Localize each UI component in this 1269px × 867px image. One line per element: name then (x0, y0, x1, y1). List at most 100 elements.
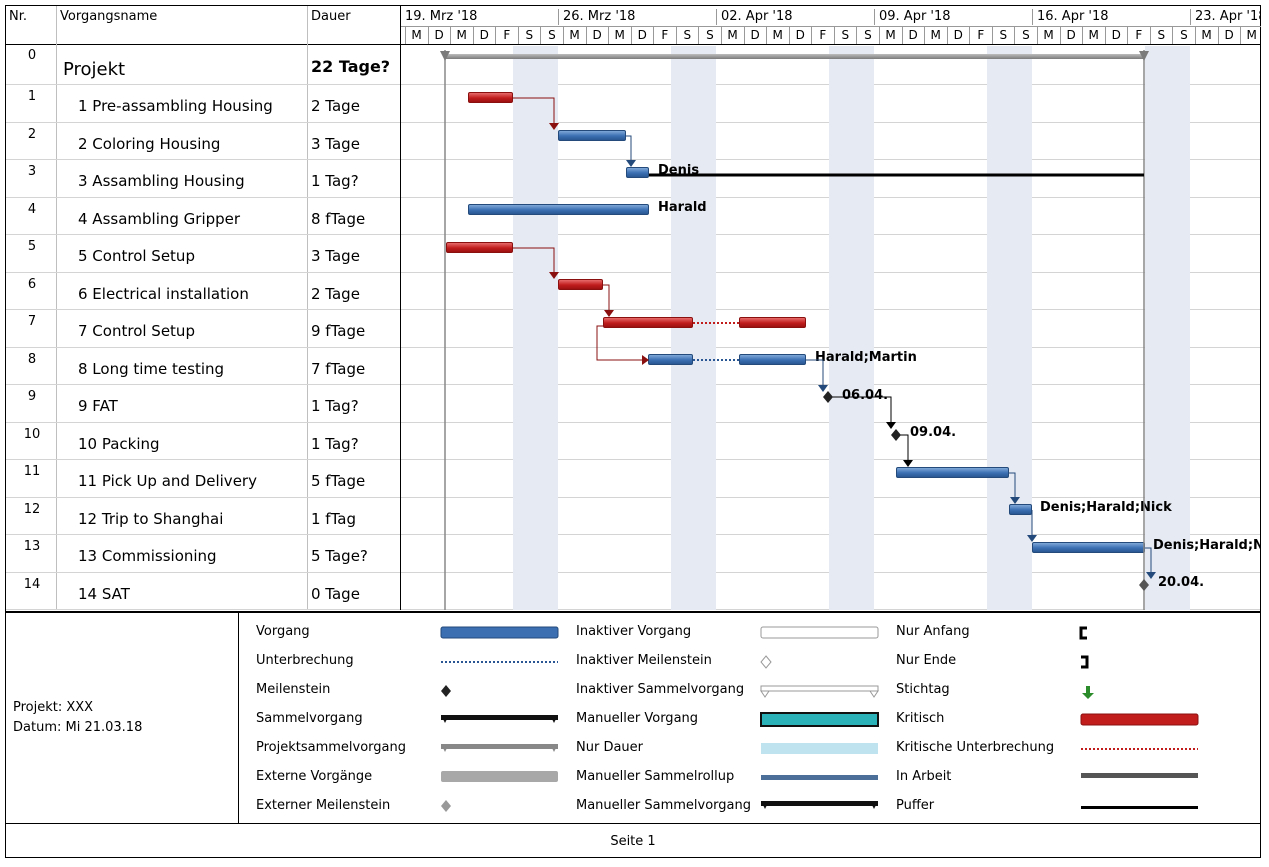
task-row[interactable]: 12 12 Trip to Shanghai 1 fTag (6, 498, 1260, 535)
task-row[interactable]: 0 Projekt 22 Tage? (6, 44, 1260, 85)
task-duration: 1 Tag? (311, 397, 359, 415)
task-bar-2[interactable] (558, 130, 626, 141)
task-bar-3[interactable] (626, 167, 649, 178)
task-bar-11[interactable] (896, 467, 1009, 478)
task-duration: 0 Tage (311, 585, 360, 603)
day-header: D (788, 27, 811, 44)
legend-item-label: Nur Dauer (576, 740, 643, 755)
task-name: 12 Trip to Shanghai (78, 510, 224, 528)
resource-label-8: Harald;Martin (815, 350, 917, 365)
day-header: S (856, 27, 878, 44)
resource-label-4: Harald (658, 200, 707, 215)
task-row[interactable]: 4 4 Assambling Gripper 8 fTage (6, 198, 1260, 235)
task-row[interactable]: 6 6 Electrical installation 2 Tage (6, 273, 1260, 310)
task-duration: 1 Tag? (311, 435, 359, 453)
resource-label-13: Denis;Harald;Nick (1153, 538, 1261, 553)
legend-item-label: Inaktiver Sammelvorgang (576, 682, 745, 697)
week-header: 16. Apr '18 (1033, 9, 1191, 25)
legend-item-label: Projektsammelvorgang (256, 740, 407, 755)
legend-item-label: Inaktiver Vorgang (576, 624, 692, 639)
task-nr: 10 (23, 427, 41, 442)
milestone-date-9: 06.04. (842, 388, 889, 403)
day-header: D (946, 27, 969, 44)
legend-panel: Projekt: XXX Datum: Mi 21.03.18 Vorgang U… (6, 611, 1260, 823)
week-header: 19. Mrz '18 (401, 9, 559, 25)
task-nr: 3 (27, 164, 37, 179)
weekend-shade (987, 46, 1032, 610)
task-row[interactable]: 10 10 Packing 1 Tag? (6, 423, 1260, 460)
task-duration: 8 fTage (311, 210, 366, 228)
weekend-shade (1145, 46, 1190, 610)
legend-item-label: Inaktiver Meilenstein (576, 653, 712, 668)
task-duration: 3 Tage (311, 135, 360, 153)
day-header: F (969, 27, 991, 44)
task-nr: 13 (23, 539, 41, 554)
task-bar-7b[interactable] (739, 317, 806, 328)
task-duration: 1 Tag? (311, 172, 359, 190)
day-header: M (879, 27, 901, 44)
task-bar-5[interactable] (446, 242, 513, 253)
page-number: Seite 1 (610, 834, 656, 849)
legend-swatches (440, 626, 1199, 812)
task-bar-6[interactable] (558, 279, 603, 290)
legend-item-label: Manueller Vorgang (576, 711, 699, 726)
task-row[interactable]: 5 5 Control Setup 3 Tage (6, 235, 1260, 273)
task-bar-12[interactable] (1009, 504, 1032, 515)
task-nr: 2 (27, 127, 37, 142)
week-header: 02. Apr '18 (717, 9, 875, 25)
task-name: Projekt (63, 59, 126, 80)
task-nr: 7 (27, 314, 37, 329)
day-header: F (1127, 27, 1149, 44)
task-bar-8a[interactable] (648, 354, 693, 365)
task-bar-7a[interactable] (603, 317, 693, 328)
task-nr: 8 (27, 352, 37, 367)
day-header: D (585, 27, 608, 44)
weekend-shade (513, 46, 558, 610)
day-header: M (1082, 27, 1104, 44)
day-header: M (563, 27, 585, 44)
task-name: 2 Coloring Housing (78, 135, 221, 153)
day-header: S (1172, 27, 1194, 44)
task-bar-4[interactable] (468, 204, 649, 215)
column-header-name[interactable]: Vorgangsname (60, 9, 158, 24)
legend-item-label: Stichtag (896, 682, 950, 697)
day-header: D (901, 27, 924, 44)
task-nr: 9 (27, 389, 37, 404)
task-nr: 1 (27, 89, 37, 104)
task-nr: 5 (27, 239, 37, 254)
day-header: D (1217, 27, 1240, 44)
task-nr: 4 (27, 202, 37, 217)
task-duration: 5 Tage? (311, 547, 368, 565)
day-header: M (608, 27, 630, 44)
task-duration: 5 fTage (311, 472, 366, 490)
timescale-divider (401, 26, 1261, 27)
task-name: 1 Pre-assambling Housing (78, 97, 273, 115)
task-duration: 1 fTag (311, 510, 356, 528)
task-name: 14 SAT (78, 585, 130, 603)
task-row[interactable]: 11 11 Pick Up and Delivery 5 fTage (6, 460, 1260, 498)
task-row[interactable]: 7 7 Control Setup 9 fTage (6, 310, 1260, 348)
task-duration: 9 fTage (311, 322, 366, 340)
day-header: M (1240, 27, 1261, 44)
legend-item-label: Manueller Sammelvorgang (576, 798, 751, 813)
legend-item-label: Unterbrechung (256, 653, 354, 668)
column-header-nr[interactable]: Nr. (9, 9, 28, 24)
legend-item-label: Externer Meilenstein (256, 798, 391, 813)
task-name: 4 Assambling Gripper (78, 210, 241, 228)
task-bar-1[interactable] (468, 92, 513, 103)
milestone-date-10: 09.04. (910, 425, 957, 440)
task-duration: 22 Tage? (311, 57, 391, 76)
day-header: F (811, 27, 833, 44)
task-row[interactable]: 2 2 Coloring Housing 3 Tage (6, 123, 1260, 160)
task-row[interactable]: 8 8 Long time testing 7 fTage (6, 348, 1260, 385)
day-header: M (1195, 27, 1217, 44)
task-row[interactable]: 14 14 SAT 0 Tage (6, 573, 1260, 610)
task-row[interactable]: 3 3 Assambling Housing 1 Tag? (6, 160, 1260, 198)
task-row[interactable]: 9 9 FAT 1 Tag? (6, 385, 1260, 423)
week-header: 23. Apr '18 (1195, 9, 1261, 24)
task-row[interactable]: 1 1 Pre-assambling Housing 2 Tage (6, 85, 1260, 123)
task-row[interactable]: 13 13 Commissioning 5 Tage? (6, 535, 1260, 573)
column-header-duration[interactable]: Dauer (311, 9, 351, 24)
day-header: F (495, 27, 517, 44)
task-bar-8b[interactable] (739, 354, 806, 365)
